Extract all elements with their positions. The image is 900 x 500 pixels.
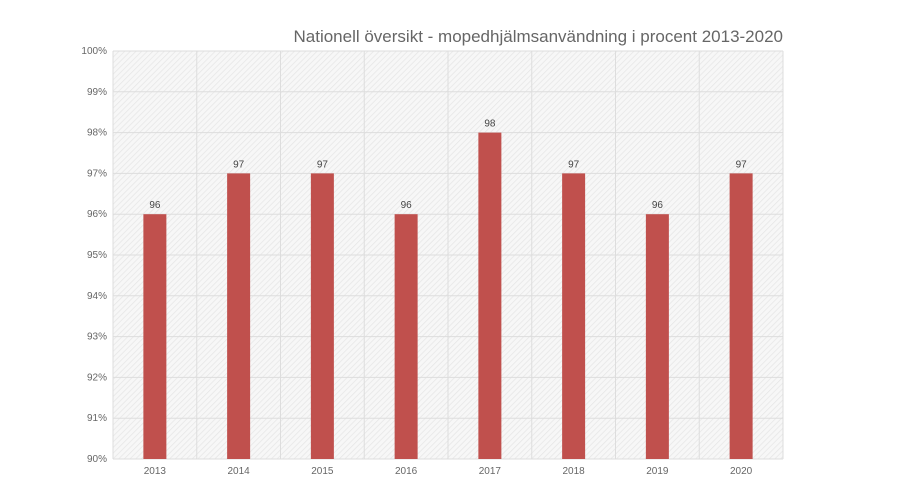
bar-2015 bbox=[310, 173, 334, 459]
data-label: 97 bbox=[317, 159, 329, 170]
x-tick-label: 2016 bbox=[395, 466, 418, 477]
y-tick-label: 93% bbox=[87, 332, 107, 343]
data-label: 96 bbox=[149, 200, 161, 211]
bar-2017 bbox=[478, 132, 502, 459]
y-tick-label: 91% bbox=[87, 413, 107, 424]
x-tick-label: 2013 bbox=[144, 466, 167, 477]
bar-2014 bbox=[227, 173, 251, 459]
bar-2019 bbox=[645, 214, 669, 459]
x-tick-label: 2015 bbox=[311, 466, 334, 477]
data-label: 97 bbox=[233, 159, 245, 170]
y-tick-label: 90% bbox=[87, 454, 107, 465]
x-tick-label: 2019 bbox=[646, 466, 669, 477]
data-label: 96 bbox=[401, 200, 413, 211]
bar-2013 bbox=[143, 214, 167, 459]
data-label: 96 bbox=[652, 200, 664, 211]
data-label: 97 bbox=[736, 159, 748, 170]
y-tick-label: 99% bbox=[87, 87, 107, 98]
bar-2016 bbox=[394, 214, 418, 459]
y-tick-label: 95% bbox=[87, 250, 107, 261]
chart-title: Nationell översikt - mopedhjälmsanvändni… bbox=[293, 27, 783, 46]
y-tick-label: 96% bbox=[87, 209, 107, 220]
data-label: 98 bbox=[484, 119, 496, 130]
bar-2018 bbox=[562, 173, 586, 459]
y-tick-label: 98% bbox=[87, 128, 107, 139]
x-tick-label: 2014 bbox=[228, 466, 251, 477]
x-tick-label: 2020 bbox=[730, 466, 753, 477]
x-tick-label: 2018 bbox=[563, 466, 586, 477]
data-label: 97 bbox=[568, 159, 580, 170]
y-tick-label: 92% bbox=[87, 372, 107, 383]
x-tick-label: 2017 bbox=[479, 466, 502, 477]
y-tick-label: 94% bbox=[87, 291, 107, 302]
y-tick-label: 100% bbox=[81, 46, 107, 57]
y-tick-label: 97% bbox=[87, 168, 107, 179]
bar-2020 bbox=[729, 173, 753, 459]
